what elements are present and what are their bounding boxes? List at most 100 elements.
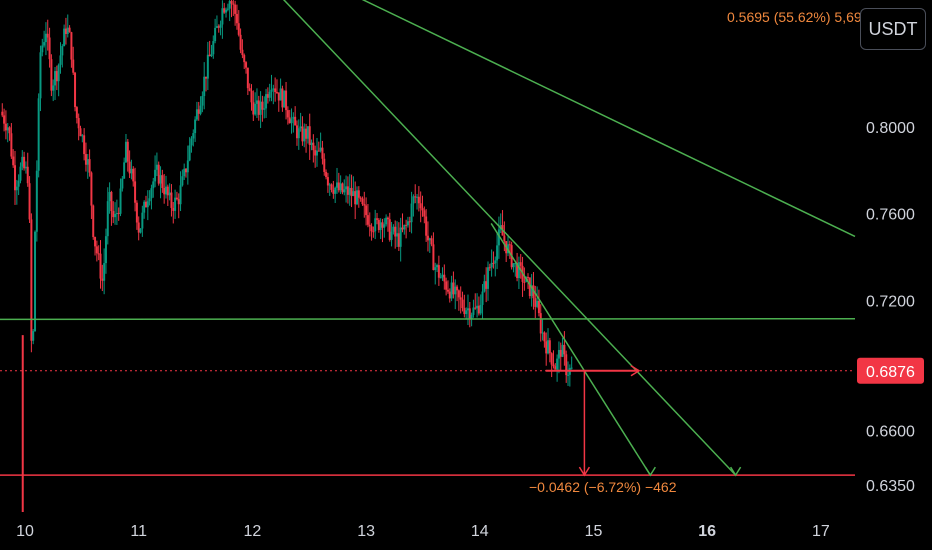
candle-body — [379, 222, 382, 231]
candle-body — [30, 219, 33, 341]
candle-body — [4, 123, 7, 131]
candle-body — [277, 92, 280, 101]
candle-body — [221, 8, 224, 25]
candle-body — [150, 188, 153, 199]
candle-body — [430, 238, 433, 245]
candle-body — [241, 49, 244, 56]
candle-body — [217, 26, 220, 28]
x-tick-label: 11 — [130, 523, 147, 540]
candle-body — [328, 184, 331, 186]
candle-body — [261, 101, 264, 110]
x-tick-label: 16 — [698, 523, 716, 540]
candle-body — [530, 285, 533, 297]
candle-body — [548, 340, 551, 354]
candle-body — [157, 164, 160, 184]
candle-body — [19, 166, 22, 181]
candle-body — [83, 135, 86, 155]
candle-body — [550, 353, 553, 365]
candle-body — [445, 281, 448, 290]
candle-body — [377, 219, 380, 231]
candle-body — [164, 186, 167, 195]
candle-body — [341, 183, 344, 193]
candle-body — [321, 147, 324, 159]
candle-body — [74, 72, 77, 108]
candle-body — [8, 127, 11, 134]
candle-body — [508, 244, 511, 246]
candle-body — [466, 308, 469, 311]
candle-body — [63, 28, 66, 47]
plot-layer — [0, 0, 856, 512]
y-tick-label: 0.6350 — [866, 478, 915, 495]
candle-body — [428, 238, 431, 241]
candle-body — [315, 150, 318, 156]
candle-body — [177, 199, 180, 205]
candle-body — [272, 88, 275, 90]
candle-body — [286, 110, 289, 118]
candle-body — [565, 354, 568, 376]
candle-body — [457, 290, 460, 298]
candle-body — [552, 364, 555, 367]
candle-body — [332, 189, 335, 194]
candle-body — [28, 183, 31, 220]
candle-body — [488, 267, 491, 269]
candle-body — [115, 213, 118, 215]
candle-body — [281, 88, 284, 108]
candle-body — [503, 235, 506, 242]
candle-body — [206, 54, 209, 79]
candle-body — [319, 147, 322, 151]
candle-body — [308, 126, 311, 145]
candle-body — [410, 203, 413, 223]
candle-body — [452, 282, 455, 295]
candle-body — [470, 314, 473, 320]
candle-body — [34, 231, 37, 332]
candle-body — [46, 33, 49, 38]
candle-body — [439, 277, 442, 279]
candle-body — [265, 94, 268, 109]
candle-body — [195, 109, 198, 120]
candle-body — [212, 41, 215, 55]
candle-body — [434, 267, 437, 271]
candle-body — [432, 244, 435, 271]
candle-body — [70, 32, 73, 60]
candle-body — [476, 305, 479, 309]
currency-button[interactable]: USDT — [860, 8, 926, 50]
price-axis: 0.8000 0.7600 0.7200 0.6600 0.6350 0.6876 — [857, 120, 924, 495]
candle-body — [479, 304, 482, 314]
candle-body — [403, 224, 406, 230]
candle-body — [121, 178, 124, 189]
candle-body — [234, 4, 237, 14]
measure-arrowhead — [578, 466, 591, 477]
candle-body — [152, 181, 155, 189]
candle-body — [226, 8, 229, 10]
candle-body — [436, 265, 439, 268]
trendline-arrowhead — [644, 466, 656, 477]
candle-body — [368, 224, 371, 227]
candle-body — [214, 27, 217, 42]
candle-body — [101, 278, 104, 281]
candle-body — [92, 205, 95, 238]
candle-body — [144, 201, 147, 208]
candle-body — [248, 88, 251, 91]
candle-body — [519, 262, 522, 266]
candle-body — [317, 150, 320, 152]
candle-body — [556, 358, 559, 370]
candle-body — [186, 160, 189, 173]
candle-body — [567, 374, 570, 376]
candle-body — [459, 297, 462, 300]
candle-body — [3, 115, 6, 124]
y-tick-label: 0.8000 — [866, 120, 915, 137]
candle-body — [155, 164, 158, 170]
candle-body — [350, 187, 353, 197]
candle-body — [345, 186, 348, 190]
candle-body — [465, 310, 468, 315]
candle-body — [359, 197, 362, 199]
candle-body — [394, 226, 397, 237]
candle-body — [474, 307, 477, 309]
measure-annotation: −0.0462 (−6.72%) −462 — [529, 479, 677, 495]
candle-body — [254, 103, 257, 115]
candle-body — [527, 276, 530, 278]
candle-body — [170, 192, 173, 208]
candle-body — [305, 128, 308, 139]
candle-body — [230, 1, 233, 4]
